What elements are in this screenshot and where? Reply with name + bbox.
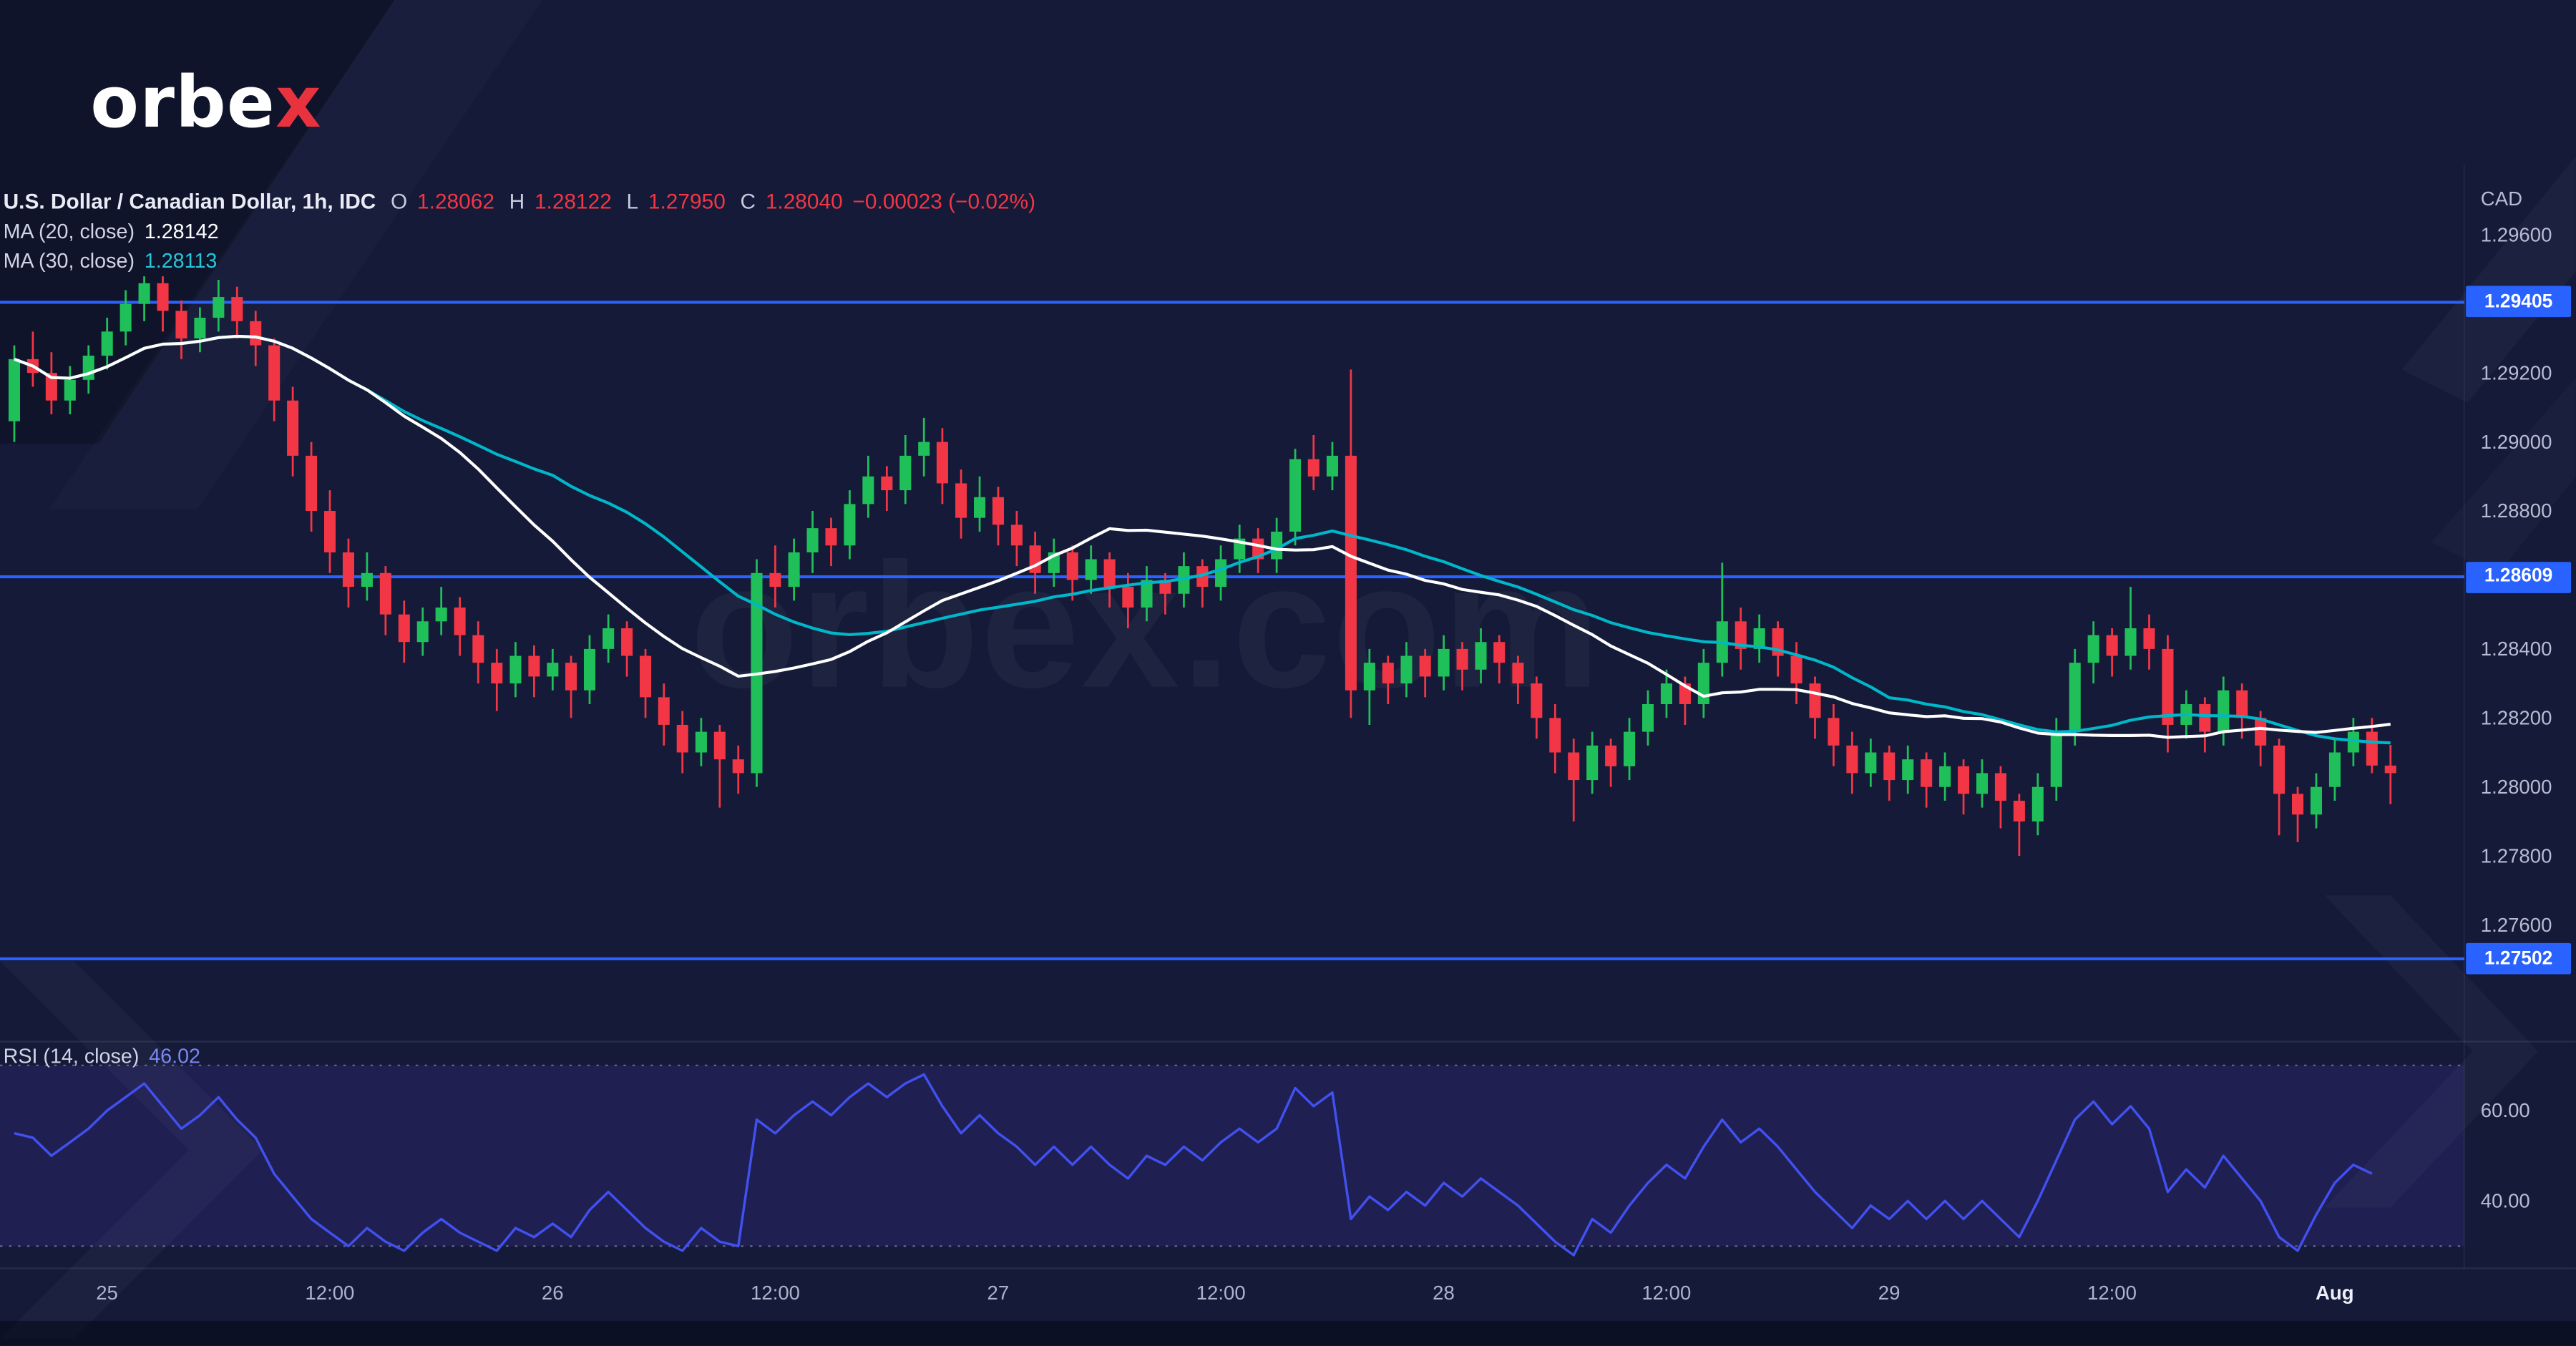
price-tick-label: 1.29600: [2480, 223, 2552, 247]
price-tick-label: 1.28800: [2480, 499, 2552, 523]
rsi-value: 46.02: [149, 1045, 200, 1068]
ohlc-high-label: H: [509, 189, 525, 214]
ma20-legend: MA (20, close) 1.28142: [4, 220, 219, 243]
time-tick-label: 12:00: [1641, 1281, 1692, 1304]
ma30-legend: MA (30, close) 1.28113: [4, 250, 218, 273]
time-tick-label: 27: [987, 1281, 1010, 1304]
decor-chevron: [0, 0, 395, 444]
price-tick-label: 1.27800: [2480, 844, 2552, 868]
price-tick-label: 1.28200: [2480, 706, 2552, 730]
ma30-value: 1.28113: [144, 249, 218, 273]
rsi-label: RSI (14, close): [3, 1045, 140, 1068]
ohlc-change: −0.00023 (−0.02%): [852, 189, 1036, 214]
ohlc-close-label: C: [740, 189, 756, 214]
price-tick-label: 1.29200: [2480, 361, 2552, 385]
price-tick-label: 1.28000: [2480, 775, 2552, 799]
ma20-label: MA (20, close): [3, 220, 135, 243]
level-price-label: 1.29405: [2466, 286, 2572, 318]
axis-currency-label: CAD: [2480, 187, 2522, 210]
orbex-logo: orbex: [90, 62, 322, 145]
level-price-label: 1.27502: [2466, 943, 2572, 975]
time-tick-label: 26: [541, 1281, 564, 1304]
level-price-label: 1.28609: [2466, 561, 2572, 592]
decor-bottom-band: [0, 1320, 2576, 1346]
time-tick-label: 12:00: [305, 1281, 355, 1304]
ohlc-open-value: 1.28062: [417, 189, 494, 214]
time-tick-label: 12:00: [751, 1281, 800, 1304]
time-tick-label: 25: [96, 1281, 118, 1304]
logo-text: orbe: [90, 62, 276, 145]
time-tick-label: 28: [1433, 1281, 1455, 1304]
ma20-value: 1.28142: [144, 220, 219, 243]
ohlc-low-value: 1.27950: [648, 189, 726, 214]
ma30-line: [14, 334, 2391, 745]
ohlc-high-value: 1.28122: [534, 189, 612, 214]
time-tick-label: 29: [1878, 1281, 1901, 1304]
rsi-legend: RSI (14, close) 46.02: [4, 1045, 200, 1068]
rsi-band: [0, 1065, 2464, 1247]
rsi-tick-label: 40.00: [2480, 1189, 2530, 1213]
price-tick-label: 1.29000: [2480, 430, 2552, 454]
rsi-tick-label: 60.00: [2480, 1098, 2530, 1123]
ohlc-open-label: O: [391, 189, 408, 214]
ohlc-low-label: L: [626, 189, 639, 214]
watermark: orbex.com: [690, 522, 1602, 728]
ma30-label: MA (30, close): [3, 249, 135, 273]
ohlc-close-value: 1.28040: [765, 189, 843, 214]
time-tick-label: 12:00: [2087, 1281, 2137, 1304]
price-tick-label: 1.28400: [2480, 637, 2552, 660]
time-axis[interactable]: 25 12:00 26 12:00 27 12:00 28 12:00 29 12:00 Aug: [0, 1272, 2464, 1321]
ma20-line: [14, 334, 2391, 739]
symbol-header: U.S. Dollar / Canadian Dollar, 1h, IDC O…: [4, 189, 1035, 213]
symbol-title: U.S. Dollar / Canadian Dollar, 1h, IDC: [3, 189, 376, 214]
time-tick-label: 12:00: [1196, 1281, 1246, 1304]
time-tick-label: Aug: [2316, 1281, 2354, 1304]
price-axis[interactable]: CAD 1.29600 1.29200 1.29000 1.28800 1.28400 1…: [2464, 0, 2576, 1346]
price-tick-label: 1.27600: [2480, 913, 2552, 937]
logo-x: x: [275, 62, 322, 145]
rsi-line: [14, 1073, 2373, 1257]
